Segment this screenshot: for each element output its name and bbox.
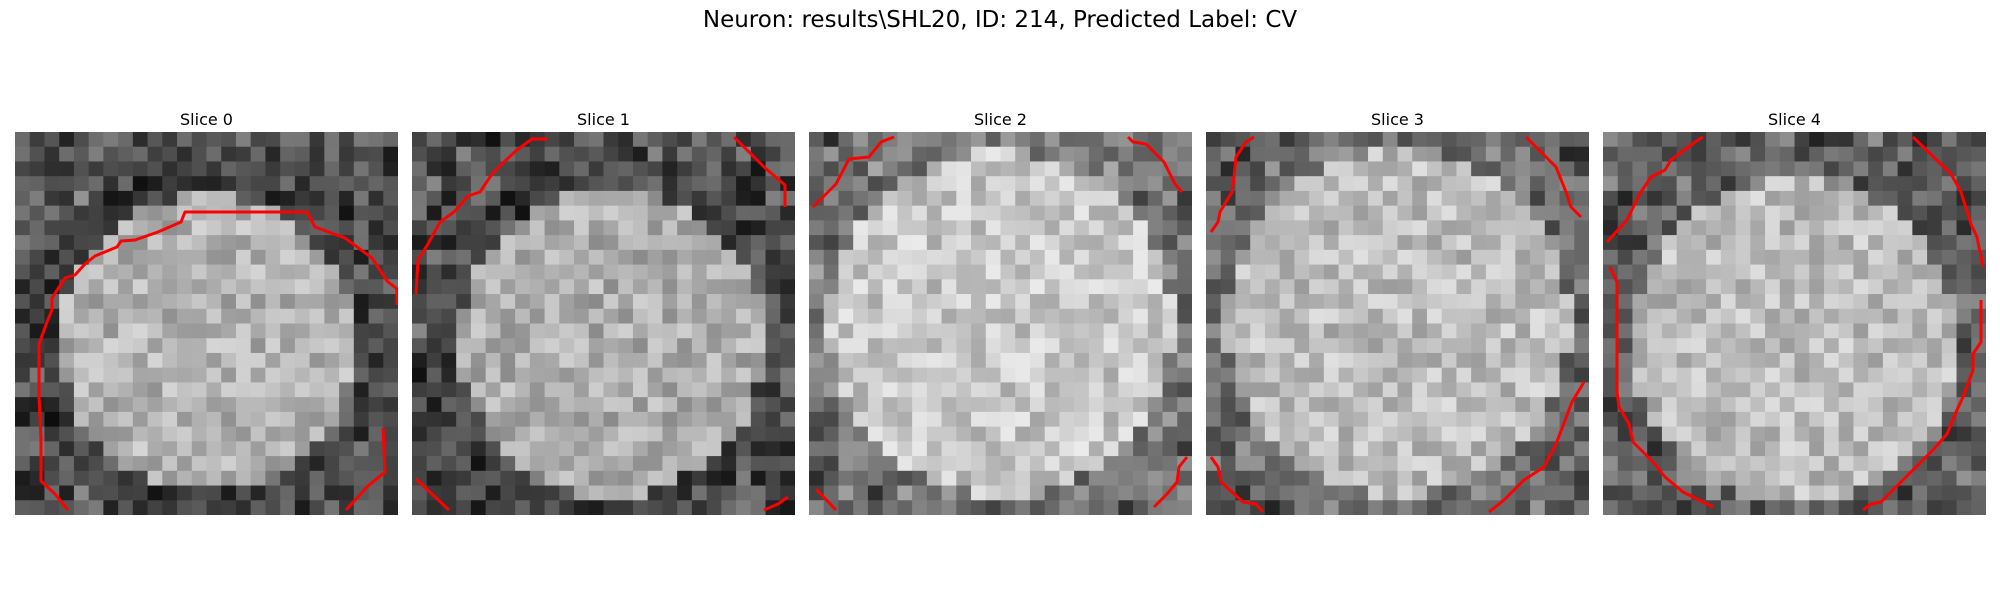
slice-panel-2: Slice 2: [809, 108, 1192, 515]
contour-line: [1126, 135, 1184, 193]
contour-line: [1488, 381, 1586, 514]
contour-line: [414, 477, 451, 512]
contour-line: [1209, 135, 1255, 233]
contour-line: [414, 137, 547, 295]
slice-panel-1: Slice 1: [412, 108, 795, 515]
slice-image: [1603, 132, 1986, 515]
slice-image: [412, 132, 795, 515]
slice-panel-3: Slice 3: [1206, 108, 1589, 515]
contour-line: [1209, 456, 1265, 513]
contour-line: [814, 487, 838, 512]
slice-title: Slice 0: [180, 110, 233, 129]
slice-title: Slice 1: [577, 110, 630, 129]
contour-line: [1911, 135, 1985, 268]
figure-title: Neuron: results\SHL20, ID: 214, Predicte…: [702, 7, 1298, 33]
contour-line: [37, 210, 398, 511]
contour-line: [1608, 266, 1714, 509]
contour-line: [811, 135, 895, 209]
slice-image: [809, 132, 1192, 515]
contour-line: [732, 135, 787, 207]
slice-title: Slice 2: [974, 110, 1027, 129]
contour-line: [763, 495, 789, 512]
slice-panel-0: Slice 0: [15, 108, 398, 515]
contour-line: [1862, 300, 1983, 512]
slice-title: Slice 3: [1371, 110, 1424, 129]
slice-image: [1206, 132, 1589, 515]
contour-line: [1605, 135, 1704, 244]
contour-line: [1524, 135, 1583, 219]
slice-title: Slice 4: [1768, 110, 1821, 129]
slice-panel-4: Slice 4: [1603, 108, 1986, 515]
contour-line: [344, 427, 387, 512]
slice-image: [15, 132, 398, 515]
contour-line: [1152, 456, 1189, 509]
